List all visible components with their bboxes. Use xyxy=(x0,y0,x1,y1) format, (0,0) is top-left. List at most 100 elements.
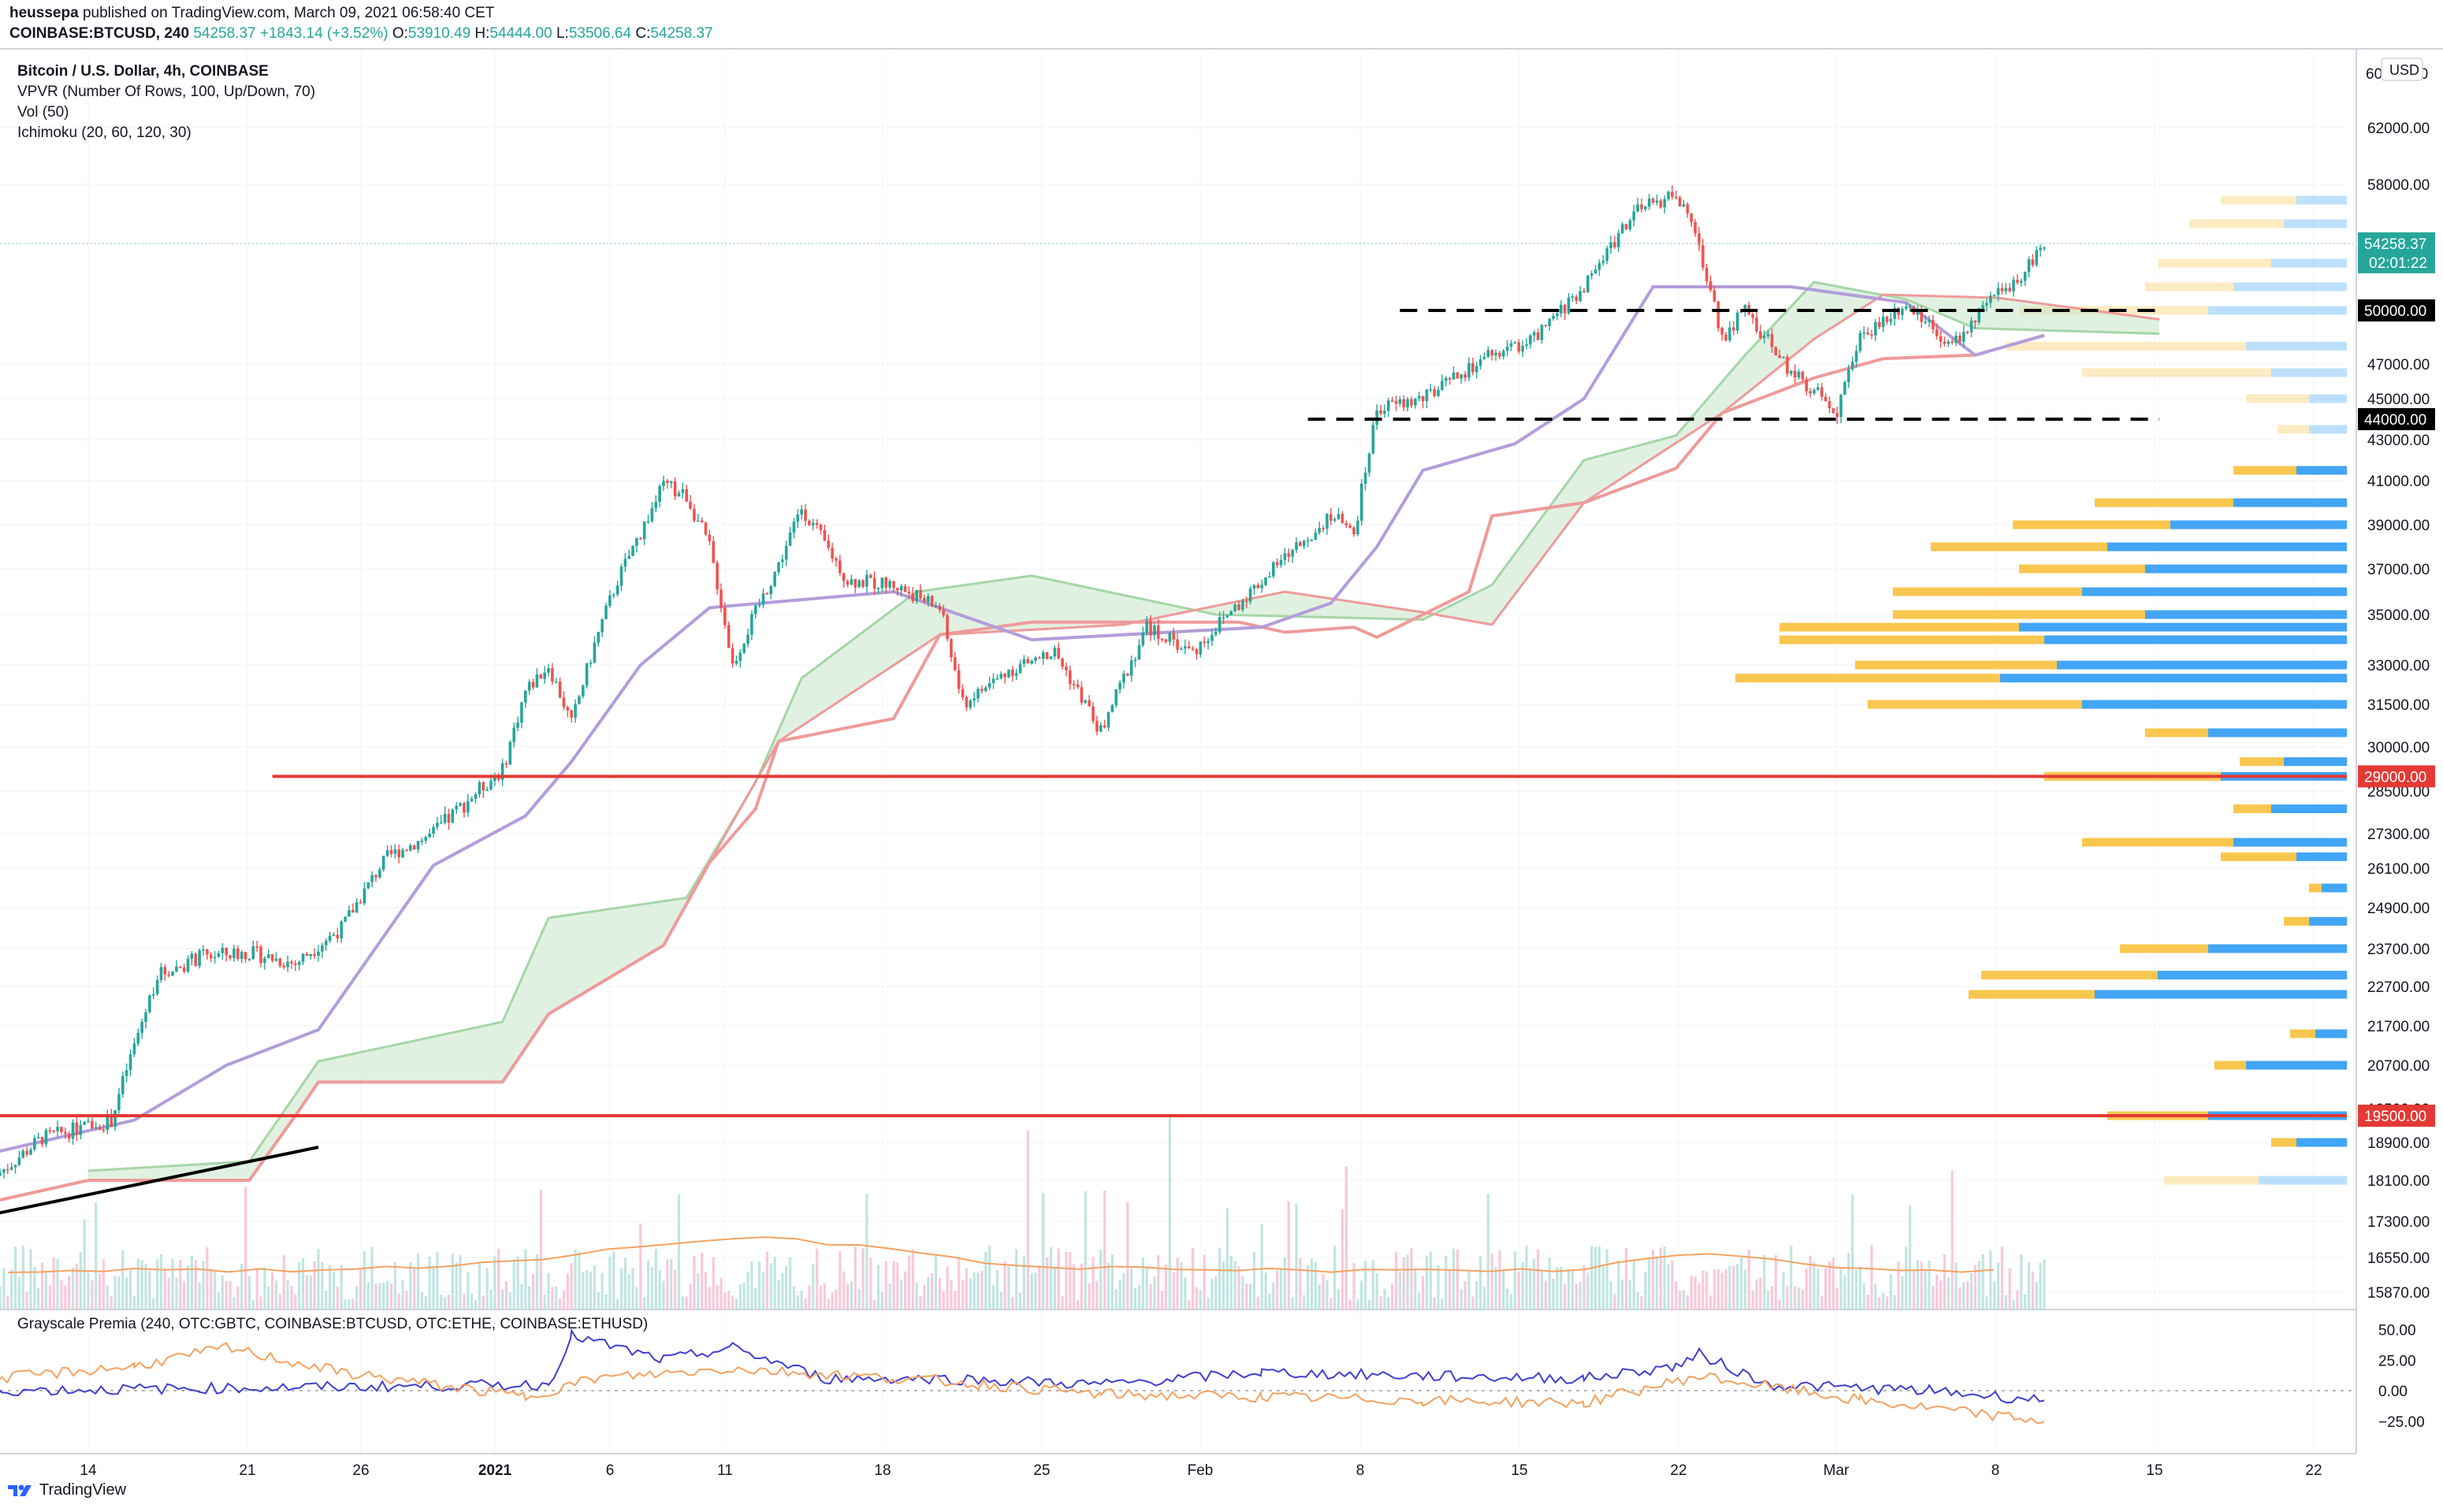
y-tick-12: 28500.00 xyxy=(2367,784,2430,801)
volume-bar-431 xyxy=(1652,1250,1655,1310)
volume-bar-4 xyxy=(13,1246,17,1310)
candle-body-35 xyxy=(132,1043,136,1055)
candle-body-417 xyxy=(1597,262,1601,270)
volume-bar-330 xyxy=(1264,1272,1267,1310)
volume-bar-5 xyxy=(17,1276,20,1310)
candle-body-125 xyxy=(478,782,482,795)
volume-bar-230 xyxy=(880,1291,883,1310)
candle-body-430 xyxy=(1647,199,1651,207)
volume-bar-128 xyxy=(489,1289,493,1310)
volume-bar-266 xyxy=(1019,1292,1022,1310)
candle-body-420 xyxy=(1609,242,1612,249)
volume-bar-485 xyxy=(1858,1265,1861,1310)
volume-bar-242 xyxy=(927,1277,930,1310)
volume-bar-12 xyxy=(44,1272,48,1310)
vp-up-28 xyxy=(2309,916,2347,926)
candle-body-411 xyxy=(1575,296,1578,301)
volume-bar-401 xyxy=(1537,1249,1540,1310)
volume-bar-333 xyxy=(1276,1270,1279,1310)
volume-bar-290 xyxy=(1110,1254,1114,1310)
volume-bar-197 xyxy=(754,1287,757,1310)
volume-bar-443 xyxy=(1697,1283,1701,1310)
grayscale-premia-legend[interactable]: Grayscale Premia (240, OTC:GBTC, COINBAS… xyxy=(17,1316,649,1332)
candle-body-25 xyxy=(94,1127,98,1129)
candle-body-313 xyxy=(1199,641,1203,655)
volume-bar-228 xyxy=(873,1299,876,1310)
candle-body-285 xyxy=(1091,706,1095,722)
volume-bar-92 xyxy=(351,1298,355,1310)
candle-body-204 xyxy=(781,559,784,563)
candle-body-128 xyxy=(489,781,493,789)
candle-body-55 xyxy=(209,954,213,959)
candle-body-522 xyxy=(2000,288,2004,292)
volume-bar-250 xyxy=(957,1257,961,1310)
candle-body-401 xyxy=(1536,332,1540,340)
candle-body-120 xyxy=(459,803,462,806)
candle-body-99 xyxy=(378,869,381,878)
candle-body-65 xyxy=(247,958,251,960)
legend-ichimoku[interactable]: Ichimoku (20, 60, 120, 30) xyxy=(17,124,191,141)
legend-title[interactable]: Bitcoin / U.S. Dollar, 4h, COINBASE xyxy=(17,63,269,80)
candle-body-86 xyxy=(328,935,332,942)
volume-bar-221 xyxy=(846,1284,850,1310)
candle-body-220 xyxy=(842,573,846,581)
author-name[interactable]: heussepa xyxy=(9,5,79,21)
volume-bar-202 xyxy=(773,1256,776,1310)
candle-body-297 xyxy=(1137,645,1141,660)
volume-bar-373 xyxy=(1429,1251,1432,1310)
legend-volume[interactable]: Vol (50) xyxy=(17,104,69,121)
volume-bar-187 xyxy=(716,1284,719,1310)
volume-profile xyxy=(1735,195,2347,1185)
volume-bar-91 xyxy=(348,1298,351,1310)
candle-body-133 xyxy=(508,741,512,764)
candle-body-449 xyxy=(1720,328,1723,335)
volume-bar-186 xyxy=(712,1257,715,1310)
volume-bar-513 xyxy=(1966,1281,1969,1310)
candle-body-1 xyxy=(2,1168,6,1173)
volume-bar-496 xyxy=(1901,1276,1904,1310)
volume-bar-433 xyxy=(1659,1247,1662,1310)
candle-body-156 xyxy=(597,632,601,643)
candle-body-483 xyxy=(1850,362,1854,370)
vp-up-13 xyxy=(2145,564,2347,574)
published-text: published on TradingView.com, March 09, … xyxy=(82,5,495,21)
candle-body-179 xyxy=(685,489,688,502)
volume-bar-382 xyxy=(1463,1280,1467,1310)
candle-body-353 xyxy=(1352,527,1355,535)
volume-bar-287 xyxy=(1099,1250,1103,1310)
brand-name[interactable]: TradingView xyxy=(39,1481,127,1499)
legend-vpvr[interactable]: VPVR (Number Of Rows, 100, Up/Down, 70) xyxy=(17,84,316,100)
y-tick-21: 18100.00 xyxy=(2367,1173,2430,1190)
volume-bar-301 xyxy=(1153,1276,1156,1310)
candle-body-197 xyxy=(754,605,757,615)
volume-bar-459 xyxy=(1759,1276,1762,1310)
volume-bar-494 xyxy=(1893,1295,1896,1310)
price-change: +1843.14 (+3.52%) xyxy=(259,25,389,42)
vp-down-14 xyxy=(1893,587,2082,596)
candle-body-282 xyxy=(1080,687,1084,703)
vp-up-9 xyxy=(2296,466,2347,475)
volume-bar-177 xyxy=(677,1194,681,1310)
volume-bar-407 xyxy=(1560,1266,1563,1310)
candle-body-304 xyxy=(1164,639,1168,642)
candle-body-53 xyxy=(202,949,205,951)
volume-bar-139 xyxy=(531,1274,535,1310)
volume-bar-98 xyxy=(374,1284,377,1310)
candle-body-135 xyxy=(516,722,519,728)
open-value: 53910.49 xyxy=(407,25,471,42)
volume-bar-335 xyxy=(1283,1257,1286,1310)
volume-bar-127 xyxy=(485,1268,489,1310)
y-tick-10: 31500.00 xyxy=(2367,697,2430,714)
volume-bar-120 xyxy=(459,1254,462,1310)
volume-bar-396 xyxy=(1517,1272,1520,1310)
volume-bar-218 xyxy=(835,1289,838,1310)
volume-bar-28 xyxy=(106,1285,109,1310)
candle-body-360 xyxy=(1379,410,1382,414)
volume-bar-258 xyxy=(988,1245,991,1310)
volume-bar-514 xyxy=(1969,1272,1973,1310)
candle-body-342 xyxy=(1310,540,1314,541)
volume-bar-249 xyxy=(954,1291,957,1310)
candle-body-57 xyxy=(217,953,221,957)
candle-body-283 xyxy=(1084,700,1088,703)
